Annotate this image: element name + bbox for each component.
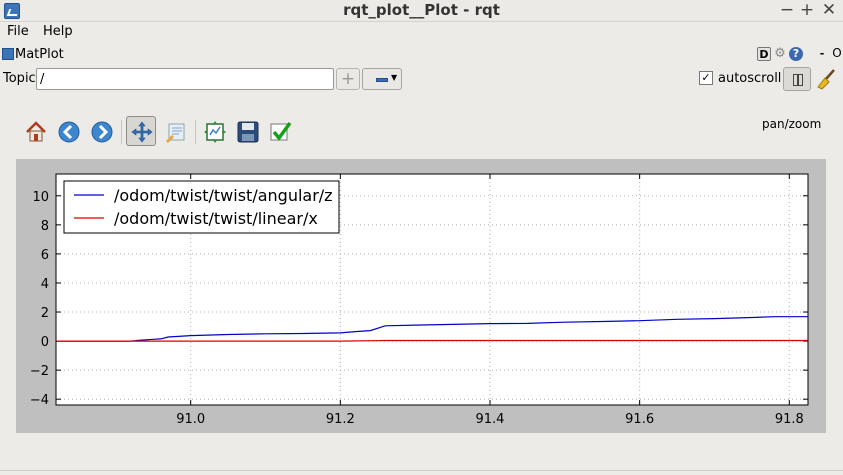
y-tick-label: 8 bbox=[41, 219, 49, 234]
add-topic-button[interactable]: + bbox=[336, 68, 360, 90]
green-check-icon bbox=[270, 121, 292, 141]
y-tick-label: 4 bbox=[41, 277, 49, 292]
x-tick-label: 91.2 bbox=[326, 412, 355, 427]
toolbar-mode-label: pan/zoom bbox=[762, 117, 822, 131]
plot-axes-frame bbox=[55, 173, 809, 406]
save-button[interactable] bbox=[233, 117, 263, 147]
x-tick-label: 91.8 bbox=[775, 412, 804, 427]
legend-box bbox=[63, 180, 340, 234]
window-title: rqt_plot__Plot - rqt bbox=[343, 1, 500, 19]
matplot-icon bbox=[2, 48, 14, 60]
home-button[interactable] bbox=[21, 117, 51, 147]
autoscroll-checkbox[interactable]: ✓ bbox=[699, 71, 713, 85]
x-tick-label: 91.4 bbox=[476, 412, 505, 427]
y-tick-label: −2 bbox=[30, 364, 49, 379]
dock-d-button[interactable]: D bbox=[757, 47, 771, 61]
chevron-down-icon: ▼ bbox=[391, 73, 398, 82]
gear-icon[interactable]: ⚙ bbox=[774, 46, 786, 61]
topic-label: Topic bbox=[3, 71, 36, 86]
save-floppy-icon bbox=[237, 121, 259, 143]
configure-subplots-icon bbox=[204, 121, 226, 143]
minus-icon bbox=[376, 78, 388, 82]
rqt-app-icon bbox=[4, 3, 20, 19]
x-tick-label: 91.6 bbox=[625, 412, 654, 427]
pan-button[interactable] bbox=[126, 116, 156, 146]
legend-label: /odom/twist/twist/angular/z bbox=[114, 186, 333, 205]
topic-bar: Topic + ▼ ✓ autoscroll bbox=[0, 66, 843, 92]
edit-curves-icon bbox=[166, 123, 185, 143]
toolbar-separator bbox=[195, 120, 196, 144]
maximize-button[interactable]: + bbox=[799, 0, 815, 20]
plot-toolbar: pan/zoom bbox=[0, 112, 843, 152]
close-window-button[interactable]: ✕ bbox=[821, 0, 837, 20]
apply-button[interactable] bbox=[266, 117, 296, 147]
pause-button[interactable] bbox=[783, 67, 811, 91]
dock-minimize-button[interactable]: - bbox=[819, 47, 825, 60]
home-icon bbox=[26, 121, 46, 142]
dock-close-button[interactable]: O bbox=[832, 46, 842, 60]
plot-canvas[interactable]: 91.0 91.2 91.4 91.6 91.8 −4 −2 0 2 4 6 8 10/odom/twi… bbox=[16, 159, 826, 433]
pan-move-icon bbox=[131, 121, 153, 143]
dock-title-bar: MatPlot D ⚙ ? - O bbox=[0, 44, 843, 66]
y-tick-label: 2 bbox=[41, 306, 49, 321]
menu-file[interactable]: File bbox=[7, 24, 29, 39]
remove-topic-button[interactable]: ▼ bbox=[362, 68, 402, 90]
menu-help[interactable]: Help bbox=[43, 24, 73, 39]
title-bar: rqt_plot__Plot - rqt − + ✕ bbox=[0, 0, 843, 22]
y-tick-label: 0 bbox=[41, 335, 49, 350]
menu-bar: File Help bbox=[0, 22, 843, 42]
y-tick-label: −4 bbox=[30, 393, 49, 408]
status-bar bbox=[0, 470, 843, 475]
series-line-1 bbox=[56, 339, 808, 342]
y-tick-label: 10 bbox=[32, 190, 49, 205]
forward-arrow-icon bbox=[91, 121, 113, 143]
topic-input[interactable] bbox=[36, 68, 334, 90]
series-line-0 bbox=[56, 316, 808, 342]
autoscroll-label: autoscroll bbox=[718, 71, 782, 86]
minimize-button[interactable]: − bbox=[779, 0, 795, 20]
x-tick-label: 91.0 bbox=[176, 412, 205, 427]
forward-button[interactable] bbox=[87, 117, 117, 147]
back-arrow-icon bbox=[58, 121, 80, 143]
legend-label: /odom/twist/twist/linear/x bbox=[114, 209, 318, 228]
help-icon[interactable]: ? bbox=[789, 47, 803, 61]
clear-broom-button[interactable] bbox=[814, 67, 840, 91]
zoom-rect-button[interactable] bbox=[160, 117, 190, 147]
broom-icon bbox=[817, 69, 835, 90]
dock-title: MatPlot bbox=[15, 47, 64, 62]
back-button[interactable] bbox=[54, 117, 84, 147]
y-tick-label: 6 bbox=[41, 248, 49, 263]
subplots-button[interactable] bbox=[200, 117, 230, 147]
toolbar-separator bbox=[121, 120, 122, 144]
